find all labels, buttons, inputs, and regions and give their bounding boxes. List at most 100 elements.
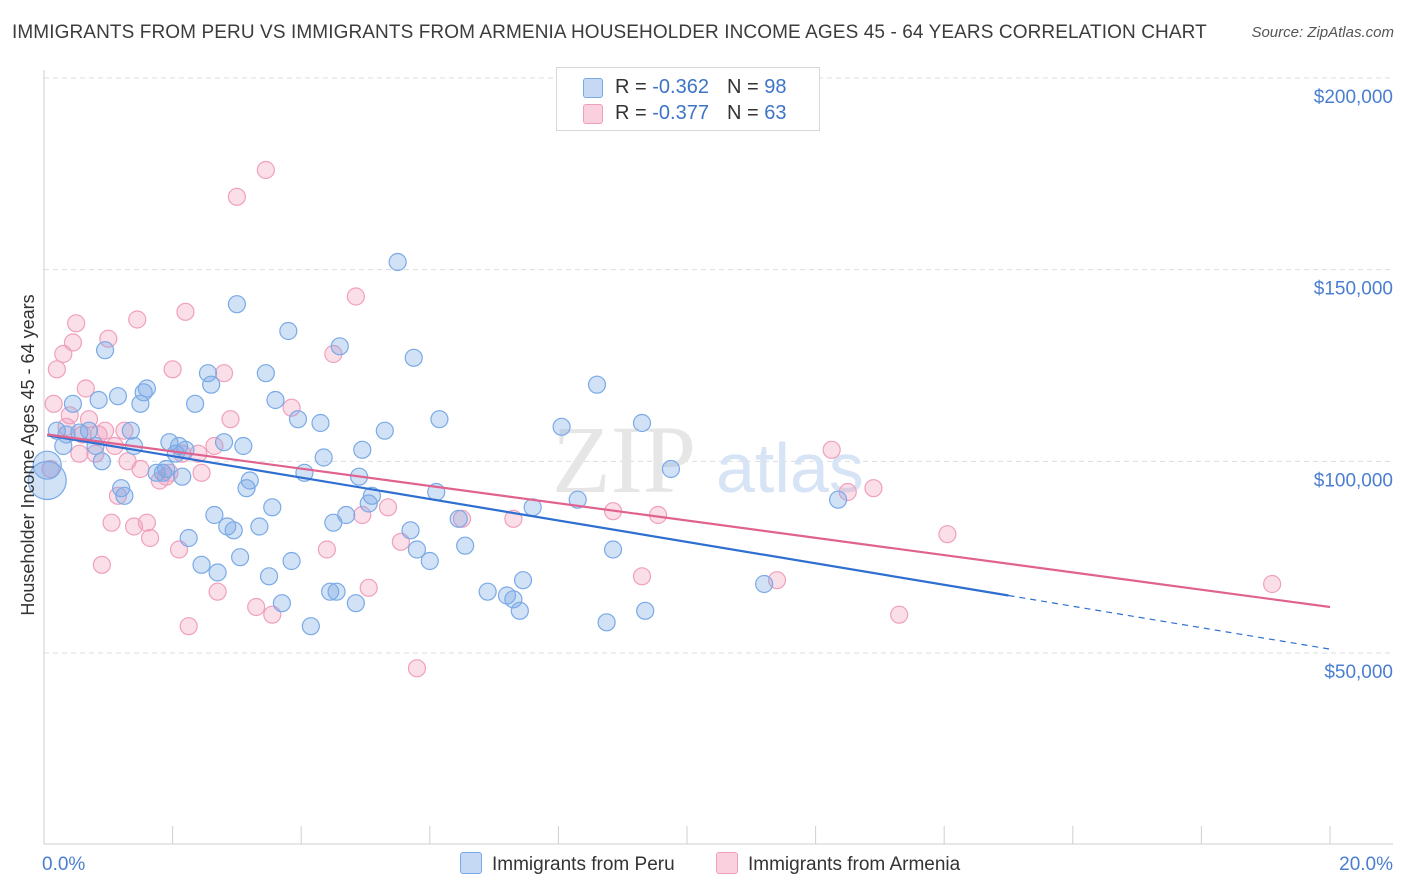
armenia-point — [407, 659, 427, 678]
bottom-legend-swatch-armenia — [716, 852, 738, 874]
armenia-point — [317, 540, 337, 559]
armenia-point — [92, 555, 111, 574]
armenia-point — [163, 360, 182, 379]
peru-point — [176, 440, 195, 459]
peru-point — [256, 364, 275, 383]
peru-point — [552, 417, 571, 436]
armenia-point — [137, 513, 156, 532]
chart-title: IMMIGRANTS FROM PERU VS IMMIGRANTS FROM … — [12, 22, 1207, 43]
armenia-point — [176, 302, 195, 321]
peru-point — [420, 551, 439, 571]
armenia-point — [76, 379, 95, 398]
peru-point — [375, 421, 394, 440]
peru-point — [250, 517, 269, 536]
armenia-point — [227, 187, 246, 206]
armenia-point — [359, 578, 378, 597]
armenia-point — [140, 528, 160, 548]
armenia-point — [256, 160, 275, 180]
armenia-point — [102, 513, 121, 532]
peru-point — [337, 505, 356, 525]
y-tick-label: $50,000 — [1324, 662, 1393, 683]
legend-r-label: R = — [615, 102, 653, 124]
peru-point — [311, 413, 330, 433]
armenia-point — [115, 421, 134, 440]
armenia-point — [63, 333, 83, 352]
armenia-point — [60, 406, 79, 425]
legend-swatch-armenia — [583, 104, 603, 124]
trend-lines — [47, 433, 1331, 650]
peru-point — [186, 394, 205, 413]
peru-point — [192, 555, 211, 574]
peru-point — [272, 594, 292, 613]
peru-point — [224, 521, 243, 540]
peru-point — [636, 601, 655, 620]
armenia-trend-line — [47, 433, 1331, 609]
legend-r-value-armenia: -0.377 — [652, 102, 709, 124]
x-tick-label: 20.0% — [1339, 854, 1393, 875]
peru-point — [89, 390, 108, 410]
peru-point — [388, 252, 407, 272]
legend-text-peru: R = -0.362 N = 98 — [615, 76, 786, 99]
peru-point — [404, 348, 423, 367]
armenia-point — [205, 436, 224, 456]
peru-point — [288, 410, 308, 429]
peru-point — [208, 563, 227, 582]
peru-point — [478, 582, 497, 601]
peru-point — [456, 536, 475, 555]
peru-point — [79, 421, 99, 440]
legend-n-value-peru: 98 — [764, 76, 787, 98]
armenia-point — [353, 505, 372, 525]
series-peru-points — [27, 252, 848, 636]
peru-point — [173, 467, 192, 486]
peru-point — [115, 486, 134, 505]
legend-r-value-peru: -0.362 — [652, 76, 709, 98]
peru-point — [661, 459, 681, 479]
peru-point — [92, 452, 111, 471]
peru-point — [597, 613, 616, 632]
peru-point — [205, 505, 224, 525]
bottom-legend-label-peru: Immigrants from Peru — [492, 854, 675, 875]
y-tick-label: $150,000 — [1314, 279, 1393, 300]
axis-labels: Householder Income Ages 45 - 64 years $5… — [18, 87, 1393, 875]
armenia-point — [632, 567, 652, 586]
peru-point — [147, 463, 166, 482]
peru-trend-extension — [1008, 594, 1331, 650]
armenia-point — [208, 582, 227, 601]
watermark-zip: ZIP — [552, 406, 696, 513]
armenia-point — [221, 410, 240, 429]
peru-point — [330, 337, 349, 356]
armenia-point — [378, 498, 398, 517]
peru-point — [587, 375, 607, 394]
peru-point — [157, 459, 176, 479]
peru-point — [401, 521, 420, 540]
armenia-point — [70, 444, 89, 463]
armenia-point — [938, 525, 957, 544]
armenia-point — [346, 287, 365, 306]
peru-point — [179, 528, 198, 548]
peru-point — [27, 460, 67, 501]
grid-lines — [44, 77, 1393, 654]
peru-point — [227, 295, 246, 314]
peru-point — [137, 379, 156, 398]
peru-point — [603, 540, 623, 559]
peru-point — [321, 582, 340, 601]
peru-point — [327, 582, 346, 601]
armenia-point — [838, 482, 857, 502]
peru-point — [449, 509, 468, 528]
peru-point — [632, 413, 652, 433]
armenia-point — [864, 479, 883, 498]
legend-r-label: R = — [615, 76, 653, 98]
armenia-point — [41, 459, 60, 479]
peru-point — [263, 498, 282, 517]
armenia-point — [214, 364, 234, 383]
legend-n-label: N = — [726, 102, 765, 124]
correlation-legend: R = -0.362 N = 98 R = -0.377 N = 63 — [556, 67, 820, 131]
legend-swatch-peru — [583, 78, 603, 98]
armenia-point — [67, 314, 86, 333]
armenia-point — [95, 421, 115, 440]
bottom-legend-swatch-peru — [460, 852, 482, 874]
peru-point — [568, 490, 587, 509]
peru-point — [504, 590, 523, 609]
bottom-legend-peru: Immigrants from Peru — [460, 852, 675, 876]
